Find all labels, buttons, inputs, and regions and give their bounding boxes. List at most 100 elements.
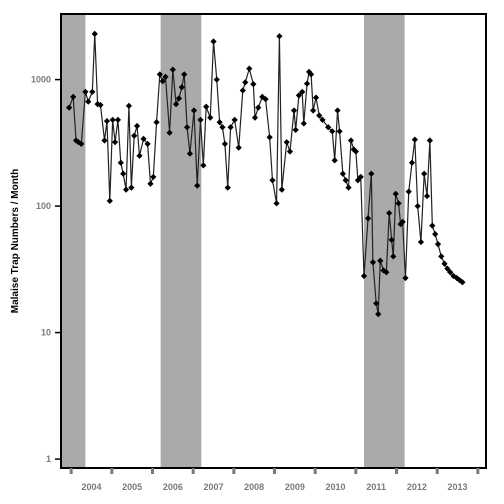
data-point: [181, 71, 188, 78]
data-point: [153, 119, 160, 126]
x-tick-label: 2005: [122, 482, 142, 492]
data-point: [299, 88, 306, 95]
data-point: [278, 186, 285, 193]
series-layer: [66, 30, 466, 318]
data-point: [408, 159, 416, 166]
shaded-period-1: [61, 14, 86, 468]
x-tick-label: 2008: [244, 482, 264, 492]
data-point: [221, 140, 229, 148]
data-point: [395, 200, 402, 207]
data-point: [292, 126, 299, 134]
data-point: [383, 269, 390, 276]
data-point: [125, 102, 133, 109]
data-point: [286, 148, 294, 155]
x-tick-label: 2010: [326, 482, 346, 492]
data-point: [459, 279, 466, 286]
data-point: [312, 94, 320, 101]
data-point: [120, 170, 127, 177]
data-point: [101, 137, 108, 144]
y-tick-label: 1: [46, 454, 51, 464]
data-point: [231, 116, 238, 124]
data-point: [194, 182, 201, 189]
data-point: [444, 265, 451, 272]
data-point: [140, 135, 147, 142]
shaded-period-2: [160, 14, 202, 468]
y-tick-label: 100: [36, 201, 51, 211]
data-point: [239, 87, 246, 94]
data-point: [276, 33, 283, 40]
data-point: [426, 137, 433, 144]
data-point: [89, 88, 96, 95]
data-point: [369, 259, 377, 266]
data-point: [186, 150, 194, 157]
data-point: [303, 80, 311, 87]
data-point: [227, 124, 234, 131]
data-point: [421, 170, 428, 177]
data-point: [122, 186, 130, 193]
data-point: [432, 231, 439, 238]
data-point: [375, 310, 382, 318]
data-point: [319, 116, 326, 124]
data-point: [429, 222, 436, 229]
data-point: [213, 76, 220, 83]
data-point: [91, 30, 98, 37]
x-tick-label: 2012: [407, 482, 427, 492]
data-point: [266, 134, 273, 141]
data-point: [295, 92, 303, 99]
data-point: [290, 107, 298, 114]
data-point: [438, 253, 445, 260]
shaded-periods: [61, 14, 405, 468]
data-point: [133, 122, 141, 130]
data-point: [246, 65, 253, 72]
data-point: [190, 107, 198, 114]
data-point: [441, 260, 448, 267]
data-point: [106, 197, 113, 204]
data-point: [423, 192, 431, 200]
data-point: [70, 93, 77, 100]
data-point: [447, 269, 454, 276]
data-point: [390, 253, 397, 260]
data-point: [147, 180, 154, 187]
data-point: [131, 132, 138, 139]
data-point: [178, 84, 185, 91]
data-point: [373, 300, 380, 307]
shaded-period-3: [363, 14, 405, 468]
x-tick-label: 2006: [163, 482, 183, 492]
data-point: [203, 103, 210, 110]
data-point: [250, 81, 257, 88]
data-point: [310, 107, 317, 114]
data-point: [345, 184, 352, 191]
data-point: [283, 139, 290, 146]
data-point: [156, 71, 163, 78]
data-point: [417, 238, 425, 246]
data-point: [411, 136, 418, 143]
data-point: [210, 38, 217, 45]
data-point: [342, 177, 349, 184]
x-tick-label: 2009: [285, 482, 305, 492]
data-point: [103, 117, 111, 125]
data-point: [136, 152, 143, 159]
y-tick-label: 10: [41, 328, 51, 338]
data-point: [219, 124, 226, 131]
data-point: [414, 202, 421, 210]
data-point: [128, 184, 135, 191]
x-tick-label: 2013: [448, 482, 468, 492]
data-point: [242, 79, 249, 86]
x-axis: 2004 2005 2006 2007 2008 2009 2010 2011 2012 2013: [69, 468, 480, 492]
data-point: [434, 241, 442, 248]
data-point: [251, 114, 259, 121]
data-point: [300, 120, 307, 127]
data-point: [97, 101, 104, 109]
data-point: [111, 139, 119, 146]
data-point: [334, 107, 341, 114]
data-point: [150, 173, 157, 181]
data-point: [360, 272, 368, 280]
series-line: [68, 33, 463, 315]
data-point: [66, 104, 73, 111]
data-point: [269, 177, 276, 184]
data-point: [114, 116, 122, 124]
data-point: [402, 274, 409, 282]
x-tick-label: 2007: [203, 482, 223, 492]
data-point: [339, 170, 346, 177]
